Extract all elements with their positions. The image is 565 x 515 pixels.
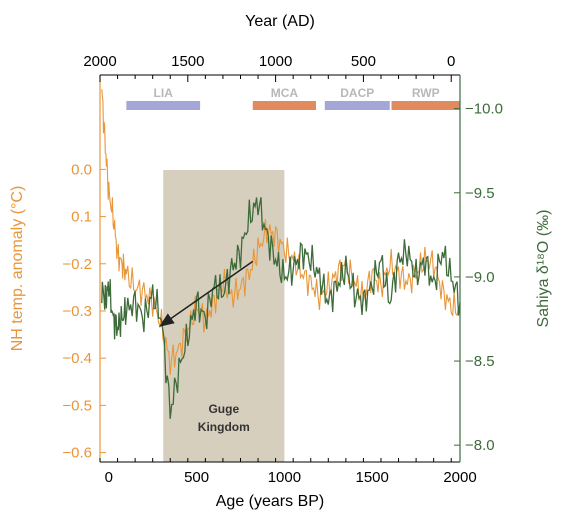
period-bars: LIA MCA DACP RWP xyxy=(126,86,460,110)
guge-kingdom-region xyxy=(163,170,285,462)
left-tick-label: −0.3 xyxy=(62,303,92,320)
period-bar-mca xyxy=(252,101,316,110)
top-tick-label: 500 xyxy=(351,53,376,70)
bottom-tick-label: 500 xyxy=(184,469,209,486)
bottom-tick-label: 2000 xyxy=(443,469,476,486)
right-tick-label: −9.0 xyxy=(465,269,495,286)
period-bar-dacp xyxy=(324,101,390,110)
bottom-tick-label: 1500 xyxy=(356,469,389,486)
right-tick-label: −9.5 xyxy=(465,185,495,202)
left-tick-label: −0.6 xyxy=(62,445,92,462)
right-tick-label: −8.0 xyxy=(465,437,495,454)
guge-kingdom-label-line2: Kingdom xyxy=(198,420,250,434)
top-tick-label: 1000 xyxy=(259,53,292,70)
top-tick-label: 1500 xyxy=(171,53,204,70)
period-label-dacp: DACP xyxy=(340,86,374,100)
left-tick-label: −0.4 xyxy=(62,350,92,367)
right-tick-label: −8.5 xyxy=(465,353,495,370)
period-label-lia: LIA xyxy=(154,86,174,100)
top-tick-label: 2000 xyxy=(83,53,116,70)
period-bar-rwp xyxy=(391,101,460,110)
bottom-axis-title: Age (years BP) xyxy=(216,493,324,510)
series-layer xyxy=(101,89,461,419)
trend-arrow xyxy=(159,260,254,327)
top-axis-title: Year (AD) xyxy=(245,13,315,30)
axes: 0 500 1000 1500 2000 2000 1500 1000 500 0 0.0 0.1 −0… xyxy=(62,53,503,486)
period-label-mca: MCA xyxy=(271,86,299,100)
bottom-tick-label: 0 xyxy=(105,469,113,486)
right-tick-label: −10.0 xyxy=(465,101,503,118)
top-tick-label: 0 xyxy=(447,53,455,70)
bottom-tick-label: 1000 xyxy=(268,469,301,486)
period-label-rwp: RWP xyxy=(412,86,440,100)
series-line-d18o xyxy=(101,197,461,419)
guge-kingdom-label-line1: Guge xyxy=(208,402,239,416)
left-tick-label: 0.0 xyxy=(71,161,92,178)
left-tick-label: −0.2 xyxy=(62,256,92,273)
left-tick-label: −0.5 xyxy=(62,397,92,414)
left-tick-label: 0.1 xyxy=(71,209,92,226)
series-line-temperature xyxy=(101,89,461,375)
left-axis-title: NH temp. anomaly (°C) xyxy=(9,186,26,352)
period-bar-lia xyxy=(126,101,201,110)
right-axis-title: Sahiya δ¹⁸O (‰) xyxy=(535,210,552,328)
